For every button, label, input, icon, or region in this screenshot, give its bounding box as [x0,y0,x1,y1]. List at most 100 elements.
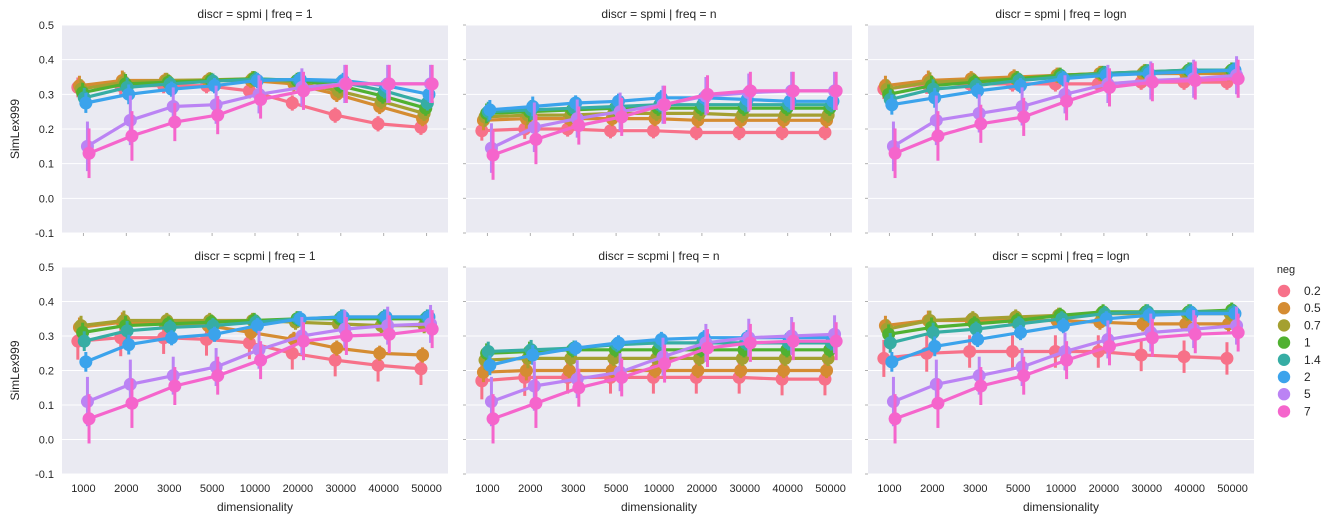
data-point [969,322,983,336]
data-point [122,338,136,352]
data-point [208,79,222,93]
x-tick-label: 5000 [1006,483,1030,495]
data-point [931,129,945,143]
x-tick-label: 3000 [561,483,585,495]
data-point [519,364,533,377]
data-point [775,125,789,139]
data-point [382,327,396,341]
series-neg-7 [82,310,439,444]
data-point [339,329,353,343]
data-point [285,346,299,360]
data-point [743,336,757,350]
y-tick-label: 0.1 [39,400,54,412]
legend-label: 1.4 [1304,353,1321,367]
x-tick-label: 20000 [1089,483,1120,495]
data-point [483,103,497,117]
y-tick-label: 0.1 [39,159,54,171]
data-point [209,98,223,112]
data-point [416,348,430,362]
series-neg-7 [82,64,439,179]
x-tick-label: 20000 [283,483,314,495]
data-point [328,108,342,122]
x-tick-label: 40000 [1174,483,1205,495]
data-point [658,98,672,112]
data-point [79,355,93,369]
data-point [883,336,897,350]
data-point [296,84,310,98]
series-neg-2 [885,305,1242,372]
data-point [971,332,985,346]
data-point [1177,350,1191,364]
data-point [654,332,668,346]
x-tick-label: 5000 [200,483,224,495]
facet-panel: 1000 2000 3000 5000 10000 20000 30000 40000 5000… [463,249,852,514]
data-point [1134,348,1148,362]
series-neg-7 [486,322,843,444]
x-tick-label: 1000 [71,483,95,495]
y-tick-label: 0.5 [39,20,54,32]
data-point [1220,351,1234,365]
data-point [1056,319,1070,333]
data-point [615,370,629,384]
legend-item: 1 [1277,336,1311,350]
legend-label: 0.2 [1304,284,1321,298]
series-neg-7 [486,71,843,180]
data-point [165,331,179,345]
legend-label: 2 [1304,370,1311,384]
legend-marker [1277,319,1291,332]
legend-label: 0.5 [1304,301,1321,315]
data-point [931,396,945,410]
legend: neg 0.2 0.5 0.7 1 1.4 2 5 7 [1277,264,1321,418]
data-point [475,124,489,138]
x-tick-label: 3000 [157,483,181,495]
data-point [527,120,541,134]
data-point [1145,75,1159,89]
data-point [254,93,268,107]
facet-panel: 1000 2000 3000 5000 10000 20000 30000 40000 5000… [865,249,1254,514]
y-axis-label: SimLex999 [8,99,22,159]
y-tick-label: 0.3 [39,331,54,343]
x-tick-label: 30000 [729,483,760,495]
legend-marker [1277,302,1291,315]
x-tick-label: 20000 [687,483,718,495]
legend-marker [1277,336,1291,349]
data-point [1006,345,1020,359]
y-tick-label: 0.2 [39,366,54,378]
data-point [1188,327,1202,341]
data-point [123,377,137,391]
legend-marker [1277,405,1291,418]
x-tick-label: 40000 [368,483,399,495]
data-point [700,87,714,101]
data-point [168,115,182,129]
legend-item: 7 [1277,404,1311,418]
legend-label: 0.7 [1304,318,1321,332]
data-point [163,320,177,334]
data-point [1231,326,1245,340]
legend-marker [1277,370,1291,384]
data-point [285,96,299,110]
data-point [120,324,134,338]
x-tick-label: 2000 [518,483,542,495]
legend-label: 7 [1304,404,1311,418]
data-point [168,379,182,393]
facet-title: discr = scpmi | freq = n [598,249,719,263]
data-point [569,96,583,110]
data-point [928,339,942,353]
x-tick-label: 50000 [815,483,846,495]
data-point [691,364,705,377]
data-point [732,125,746,139]
data-point [483,358,497,372]
data-point [79,96,93,110]
data-point [646,124,660,138]
data-point [777,364,791,377]
data-point [82,412,96,426]
data-point [700,341,714,355]
data-point [371,358,385,372]
data-point [1014,326,1028,340]
legend-item: 0.7 [1277,318,1321,332]
data-point [1145,331,1159,345]
series-neg-7 [888,313,1245,444]
data-point [211,108,225,122]
legend-item: 5 [1277,387,1311,401]
data-point [414,362,428,376]
